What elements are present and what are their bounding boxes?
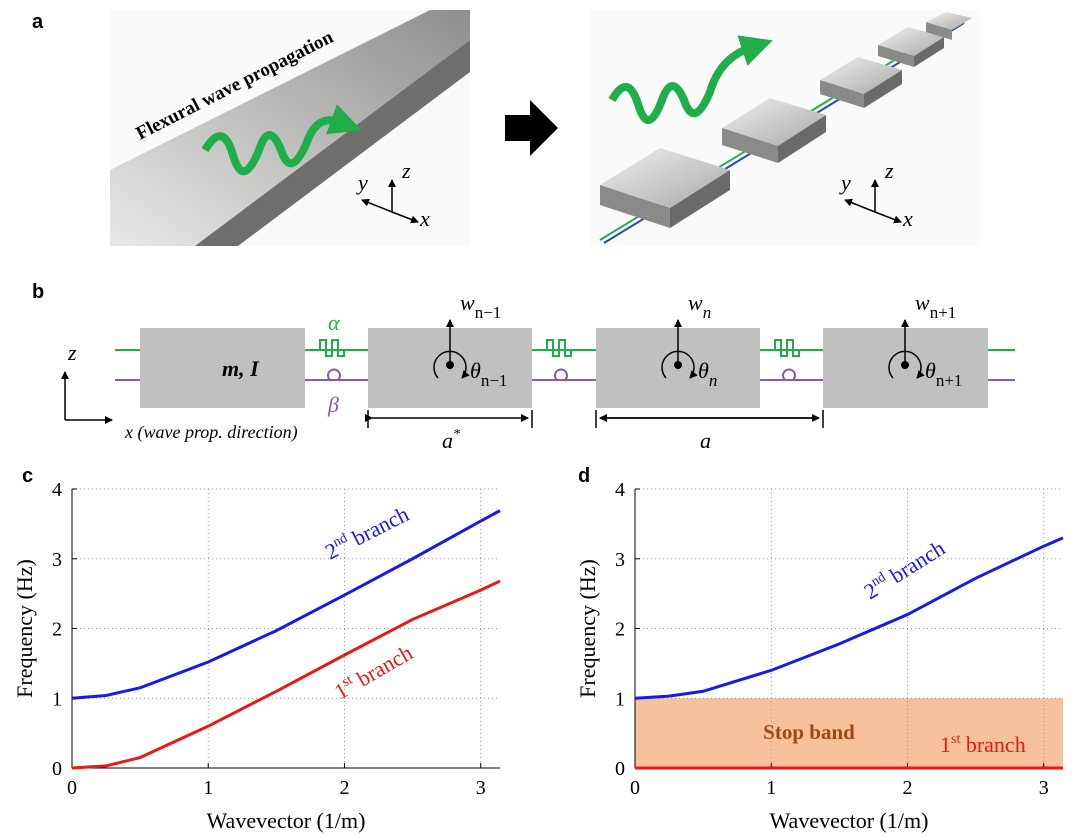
x-tick-label: 3 — [1039, 777, 1049, 799]
annotation-part: 1 — [940, 732, 951, 757]
panel-label: a — [32, 11, 44, 33]
w-label: wn+1 — [915, 290, 956, 322]
axis-z: z — [401, 158, 411, 183]
annotation: 2nd branch — [859, 535, 949, 604]
y-tick-label: 1 — [52, 688, 62, 710]
series-line — [72, 581, 500, 768]
y-tick-label: 0 — [52, 758, 62, 780]
beta: β — [327, 392, 339, 417]
y-tick-label: 4 — [615, 479, 625, 501]
axis-x: x — [419, 206, 430, 231]
lattice-image — [590, 10, 980, 246]
x-tick-label: 0 — [630, 777, 640, 799]
spacing: a — [700, 428, 711, 453]
series-line — [72, 511, 500, 699]
y-tick-label: 0 — [615, 758, 625, 780]
y-tick-label: 2 — [615, 619, 625, 641]
panel-label: d — [578, 465, 590, 487]
x-tick-label: 1 — [766, 777, 776, 799]
series-line — [635, 538, 1063, 698]
axis-x: x — [902, 206, 913, 231]
x-axis-label: Wavevector (1/m) — [207, 808, 366, 833]
y-tick-label: 3 — [615, 549, 625, 571]
schematic — [65, 320, 1015, 428]
x-tick-label: 2 — [902, 777, 912, 799]
annotation-part: branch — [960, 732, 1025, 757]
axis-y: y — [356, 170, 368, 195]
spacing-star: a* — [442, 427, 460, 453]
w-label: wn−1 — [460, 290, 501, 322]
y-tick-label: 1 — [615, 688, 625, 710]
annotation-part: branch — [881, 535, 950, 591]
y-axis-label: Frequency (Hz) — [575, 559, 600, 698]
y-axis-label: Frequency (Hz) — [12, 559, 37, 698]
axis-y: y — [839, 170, 851, 195]
axis-x: x (wave prop. direction) — [124, 422, 298, 443]
w-label: wn — [688, 290, 711, 322]
figure: a Flexural wave propagation y z x y z x … — [0, 0, 1075, 836]
annotation: 1st branch — [330, 640, 417, 705]
axis-z: z — [67, 340, 77, 365]
x-tick-label: 0 — [67, 777, 77, 799]
alpha: α — [328, 310, 340, 335]
panel-label: c — [22, 465, 33, 487]
y-tick-label: 4 — [52, 479, 62, 501]
x-axis-label: Wavevector (1/m) — [770, 808, 929, 833]
stop-band-label: Stop band — [763, 720, 855, 744]
mass: m, I — [222, 356, 260, 381]
annotation-part: branch — [343, 501, 413, 553]
arrow — [505, 100, 558, 156]
x-tick-label: 2 — [339, 777, 349, 799]
y-tick-label: 2 — [52, 619, 62, 641]
y-tick-label: 3 — [52, 549, 62, 571]
annotation-sup: st — [951, 732, 960, 747]
panel-label: b — [32, 281, 44, 303]
x-tick-label: 1 — [203, 777, 213, 799]
x-tick-label: 3 — [476, 777, 486, 799]
annotation: 2nd branch — [321, 501, 413, 564]
axis-z: z — [884, 158, 894, 183]
